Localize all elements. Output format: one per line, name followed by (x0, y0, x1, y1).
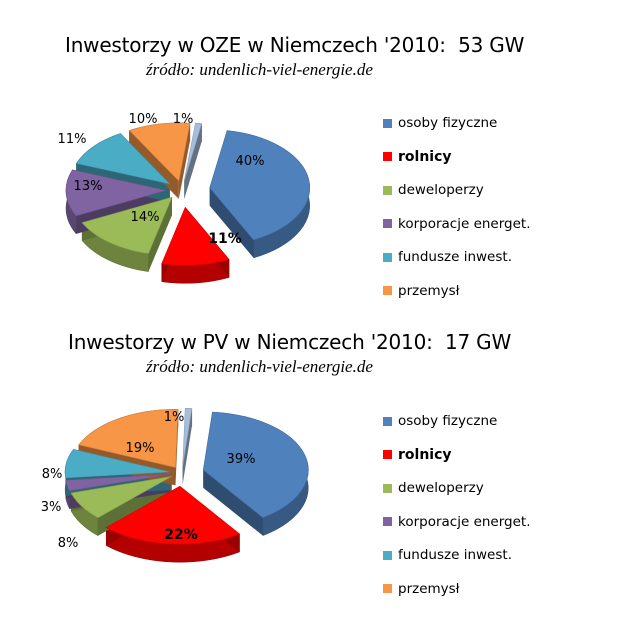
legend-item: przemysł (383, 579, 460, 599)
pie-slice-przemysl (78, 409, 179, 468)
legend-item: korporacje energet. (383, 512, 531, 532)
pie-value-label: 13% (74, 179, 103, 194)
legend-item: osoby fizyczne (383, 411, 497, 431)
legend-label: fundusze inwest. (398, 249, 512, 265)
pie-slice-rolnicy (161, 206, 230, 266)
pie-chart-oze: 40% 11% 14% 13% 11% 10% 1% (58, 112, 311, 284)
pie-value-label: 8% (42, 467, 63, 482)
legend-swatch (383, 152, 392, 161)
pie-slice-other (183, 122, 203, 181)
chart-subtitle: źródło: undenlich-viel-energie.de (146, 60, 373, 79)
legend-swatch (383, 517, 392, 526)
legend-swatch (383, 252, 392, 262)
legend-label: deweloperzy (398, 182, 484, 198)
legend-item: rolnicy (383, 147, 452, 167)
legend-label: osoby fizyczne (398, 115, 498, 131)
pie-value-label: 11% (58, 132, 87, 147)
legend-label: rolnicy (398, 148, 452, 165)
legend-swatch (383, 483, 392, 493)
legend-swatch (383, 584, 392, 593)
legend-item: fundusze inwest. (383, 247, 512, 267)
legend-swatch (383, 286, 392, 295)
pie-slice-other (182, 408, 193, 467)
chart-oze: Inwestorzy w OZE w Niemczech '2010: 53 G… (58, 33, 531, 301)
pie-value-label: 14% (131, 210, 160, 225)
pie-value-label: 8% (58, 536, 79, 551)
legend-swatch (383, 185, 392, 195)
pie-slice-deweloperzy (70, 476, 172, 519)
pie-slice-osoby (209, 130, 311, 241)
legend-label: rolnicy (398, 446, 452, 463)
legend-label: korporacje energet. (398, 215, 531, 232)
pie-value-label: 19% (126, 441, 155, 456)
chart-title: Inwestorzy w PV w Niemczech '2010: 17 GW (68, 330, 512, 354)
legend-label: fundusze inwest. (398, 547, 512, 563)
pie-value-label: 1% (164, 410, 185, 425)
legend-swatch (383, 550, 392, 560)
pie-slice-korporacje (65, 473, 171, 492)
legend-swatch (383, 219, 392, 228)
legend-label: przemysł (398, 580, 460, 597)
pie-slice-rolnicy (105, 485, 241, 545)
legend-item: korporacje energet. (383, 214, 531, 234)
pie-chart-pv: 39% 22% 8% 3% 8% 19% 1% (41, 408, 309, 563)
pie-slice-fundusze (64, 449, 171, 479)
legend-item: deweloperzy (383, 180, 484, 200)
pie-slice-korporacje (65, 169, 167, 217)
legend-label: przemysł (398, 282, 460, 299)
legend-item: osoby fizyczne (383, 113, 497, 133)
pie-value-label: 39% (227, 452, 256, 467)
legend-item: deweloperzy (383, 478, 484, 498)
legend-item: fundusze inwest. (383, 545, 512, 565)
legend-swatch (383, 450, 392, 459)
chart-subtitle: źródło: undenlich-viel-energie.de (146, 357, 373, 376)
pie-value-label: 3% (41, 500, 62, 515)
legend-label: deweloperzy (398, 480, 484, 496)
legend-swatch (383, 118, 392, 128)
legend-swatch (383, 416, 392, 426)
chart-title: Inwestorzy w OZE w Niemczech '2010: 53 G… (65, 33, 525, 57)
legend-item: przemysł (383, 281, 460, 301)
pie-slice-osoby (202, 411, 309, 518)
pie-value-label: 40% (236, 154, 265, 169)
pie-slice-deweloperzy (81, 196, 173, 254)
pie-value-label: 22% (164, 527, 198, 543)
pie-slice-przemysl (128, 122, 191, 182)
pie-slice-fundusze (75, 133, 171, 185)
legend-label: korporacje energet. (398, 513, 531, 530)
legend-item: rolnicy (383, 445, 452, 465)
chart-pv: Inwestorzy w PV w Niemczech '2010: 17 GW… (0, 318, 618, 623)
pie-value-label: 11% (208, 231, 242, 247)
pie-value-label: 1% (173, 112, 194, 127)
legend-label: osoby fizyczne (398, 413, 498, 429)
pie-value-label: 10% (129, 112, 158, 127)
